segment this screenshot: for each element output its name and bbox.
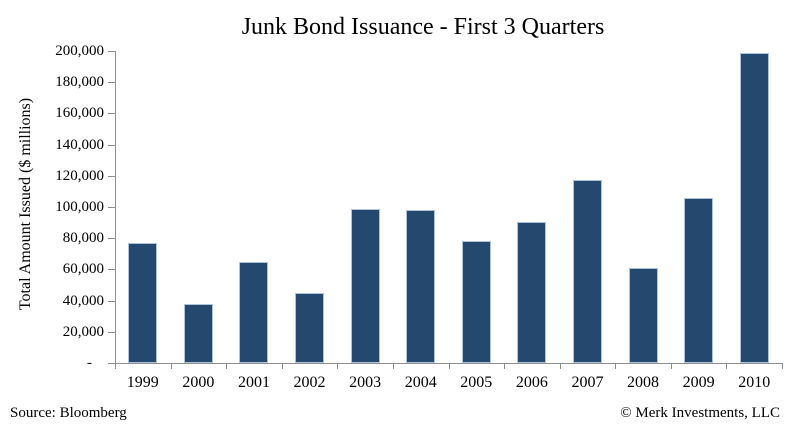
x-label-2010: 2010 bbox=[738, 374, 771, 391]
x-label-2004: 2004 bbox=[404, 374, 437, 391]
y-tick bbox=[108, 300, 115, 302]
y-tick bbox=[108, 144, 115, 146]
y-tick-label: 60,000 bbox=[62, 261, 104, 278]
x-label-2007: 2007 bbox=[571, 374, 604, 391]
y-tick-label: 140,000 bbox=[55, 136, 104, 153]
bar-2002 bbox=[295, 292, 325, 363]
x-label-2009: 2009 bbox=[682, 374, 715, 391]
y-tick-label: 160,000 bbox=[55, 105, 104, 122]
x-tick bbox=[504, 364, 506, 369]
x-tick bbox=[670, 364, 672, 369]
bar-2007 bbox=[572, 180, 602, 363]
x-tick bbox=[170, 364, 172, 369]
bar-2008 bbox=[628, 267, 658, 363]
x-label-2001: 2001 bbox=[237, 374, 270, 391]
x-tick bbox=[726, 364, 728, 369]
bar-2000 bbox=[183, 303, 213, 363]
y-tick bbox=[108, 113, 115, 115]
y-tick bbox=[108, 82, 115, 84]
bar-2001 bbox=[239, 262, 269, 363]
y-tick-label: 180,000 bbox=[55, 74, 104, 91]
x-label-2003: 2003 bbox=[349, 374, 382, 391]
x-tick bbox=[392, 364, 394, 369]
x-label-2006: 2006 bbox=[515, 374, 548, 391]
x-tick bbox=[615, 364, 617, 369]
bar-2009 bbox=[684, 198, 714, 363]
y-tick bbox=[108, 207, 115, 208]
bar-2006 bbox=[517, 221, 547, 363]
y-tick-label: 20,000 bbox=[62, 323, 104, 340]
x-tick bbox=[115, 364, 116, 369]
x-label-2005: 2005 bbox=[460, 374, 493, 391]
y-tick-label: 80,000 bbox=[62, 230, 104, 247]
x-tick bbox=[226, 364, 228, 369]
x-tick bbox=[782, 364, 783, 369]
chart-title: Junk Bond Issuance - First 3 Quarters bbox=[241, 14, 605, 40]
y-tick-label: - bbox=[87, 355, 92, 371]
bar-2010 bbox=[739, 53, 769, 363]
y-axis-line bbox=[115, 51, 116, 364]
x-label-2008: 2008 bbox=[627, 374, 660, 391]
y-tick bbox=[108, 363, 115, 364]
bar-2005 bbox=[461, 241, 491, 363]
y-tick bbox=[108, 269, 115, 271]
y-tick bbox=[108, 331, 115, 333]
y-tick bbox=[108, 175, 115, 177]
bar-2004 bbox=[406, 210, 436, 363]
bar-1999 bbox=[128, 242, 158, 363]
source-label: Source: Bloomberg bbox=[10, 405, 127, 421]
x-tick bbox=[448, 364, 450, 369]
y-tick-label: 40,000 bbox=[62, 292, 104, 309]
y-tick-label: 120,000 bbox=[55, 167, 104, 184]
x-label-1999: 1999 bbox=[126, 374, 159, 391]
y-tick bbox=[108, 51, 115, 52]
copyright-label: © Merk Investments, LLC bbox=[620, 405, 780, 421]
x-tick bbox=[559, 364, 561, 369]
x-label-2002: 2002 bbox=[293, 374, 326, 391]
bar-2003 bbox=[350, 209, 380, 363]
y-tick bbox=[108, 238, 115, 240]
x-tick bbox=[337, 364, 339, 369]
y-tick-label: 200,000 bbox=[55, 43, 104, 59]
x-axis-line bbox=[115, 363, 783, 364]
y-tick-label: 100,000 bbox=[55, 199, 104, 215]
x-tick bbox=[281, 364, 283, 369]
x-label-2000: 2000 bbox=[182, 374, 215, 391]
